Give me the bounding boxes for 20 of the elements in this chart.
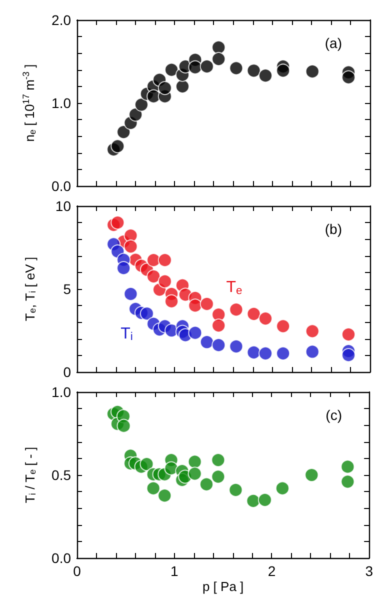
x-tick-label: 3 bbox=[365, 563, 374, 579]
y-axis-title: Ti / Te [ - ] bbox=[22, 446, 38, 504]
annotation: (a) bbox=[324, 35, 342, 51]
y-tick-label: 2.0 bbox=[52, 12, 72, 28]
y-tick-label: 10 bbox=[55, 198, 72, 214]
y-tick-label: 0 bbox=[63, 364, 72, 380]
y-axis-title: ne [ 1017 m-3 ] bbox=[21, 64, 38, 142]
x-axis-title: p [ Pa ] bbox=[202, 579, 244, 594]
x-tick-label: 1 bbox=[170, 563, 178, 579]
y-tick-label: 0.0 bbox=[52, 550, 72, 566]
y-tick-label: 0.0 bbox=[52, 178, 72, 194]
y-tick-label: 1.0 bbox=[52, 95, 72, 111]
x-tick-label: 2 bbox=[268, 563, 276, 579]
y-tick-label: 0.5 bbox=[52, 467, 72, 483]
y-tick-label: 1.0 bbox=[52, 384, 72, 400]
y-axis-title: Te, Ti [ eV ] bbox=[22, 256, 38, 322]
y-tick-label: 5 bbox=[63, 281, 72, 297]
annotation: (b) bbox=[324, 221, 342, 237]
x-tick-label: 0 bbox=[73, 563, 82, 579]
annotation: (c) bbox=[326, 407, 342, 423]
